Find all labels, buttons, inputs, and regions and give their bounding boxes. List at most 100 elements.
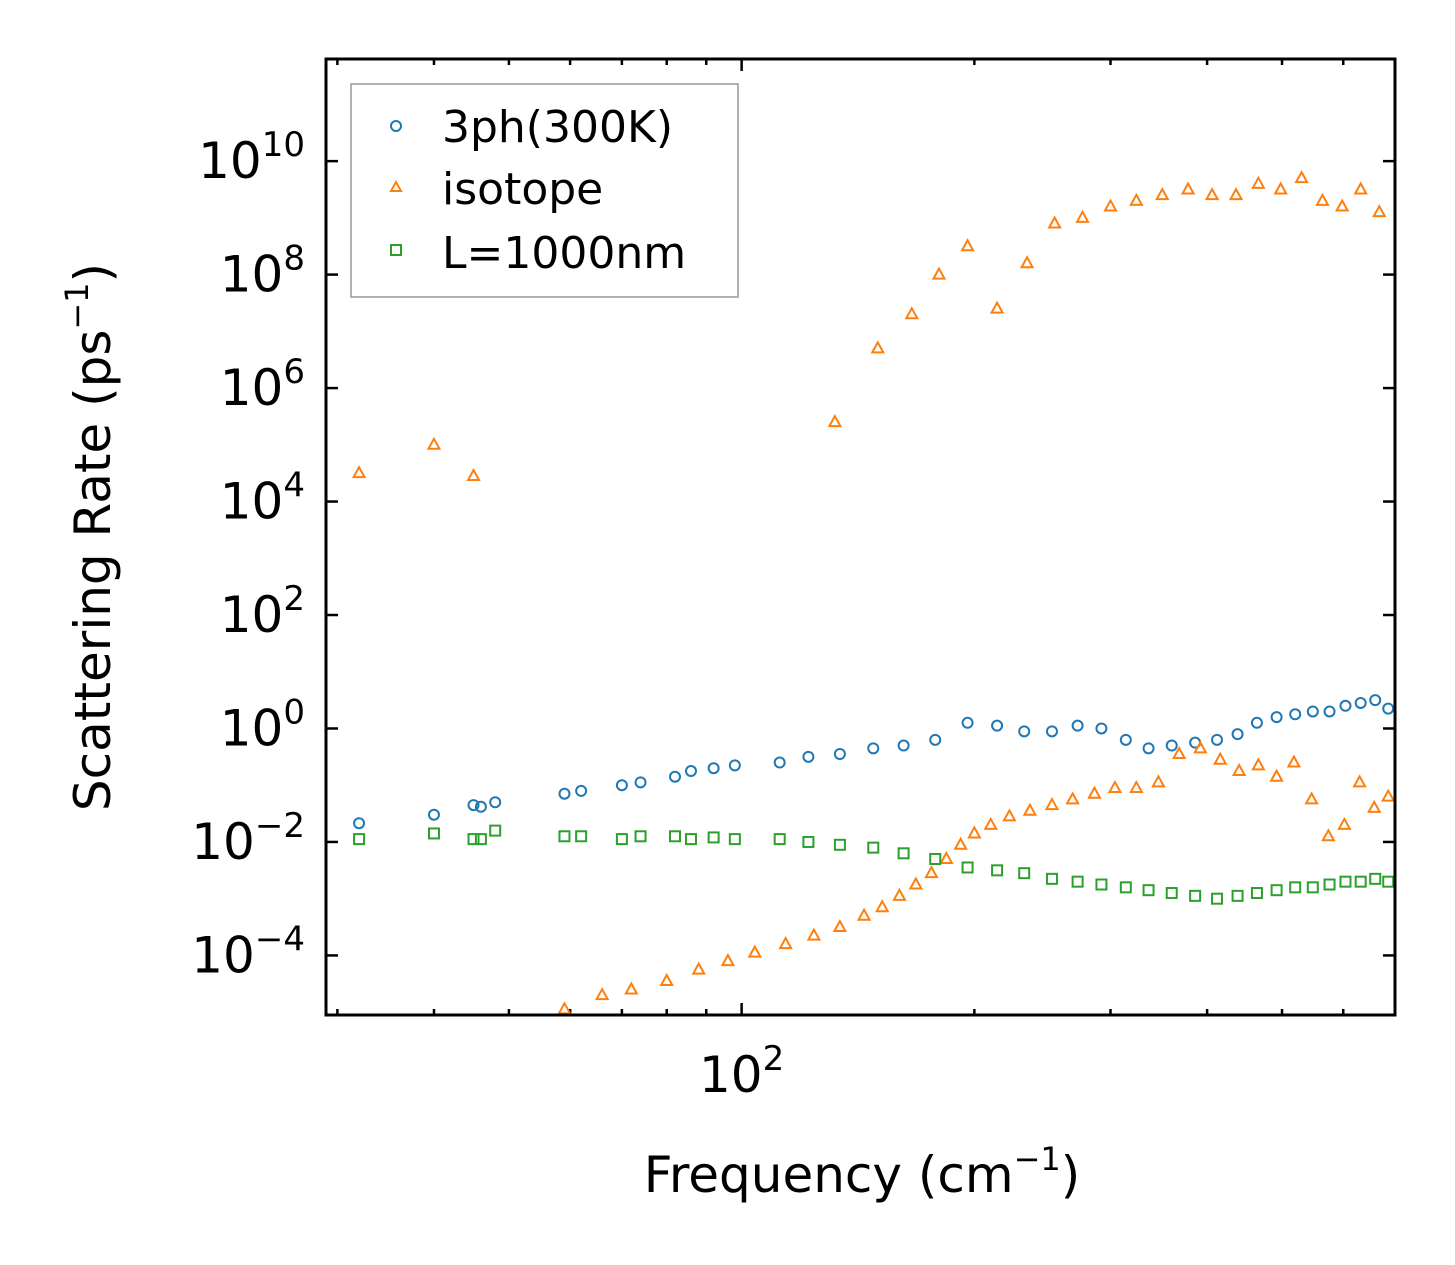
plot-frame xyxy=(324,57,1397,1017)
data-point-circle xyxy=(1323,705,1336,718)
data-point-triangle xyxy=(1151,774,1166,788)
data-point-circle xyxy=(1369,694,1382,707)
data-point-triangle xyxy=(1107,779,1123,794)
data-point-circle xyxy=(1354,696,1367,709)
data-point-triangle xyxy=(1251,175,1266,189)
data-point-circle xyxy=(1211,733,1224,746)
data-point-triangle xyxy=(426,436,442,450)
data-point-triangle xyxy=(989,300,1005,314)
data-point-circle xyxy=(1095,722,1108,735)
legend-label-l1000: L=1000nm xyxy=(442,228,686,279)
plot-area xyxy=(351,170,1396,1015)
data-point-triangle xyxy=(1204,187,1220,201)
data-point-triangle xyxy=(1294,170,1309,184)
data-point-circle xyxy=(929,733,942,746)
data-point-triangle xyxy=(778,936,793,950)
legend-entry-isotope: isotope xyxy=(389,164,603,215)
data-point-circle xyxy=(991,719,1004,732)
y-tick-label: 102 xyxy=(220,579,305,644)
data-point-triangle xyxy=(1180,181,1196,195)
data-point-square xyxy=(1189,889,1202,902)
data-point-triangle xyxy=(1321,828,1336,842)
data-point-square xyxy=(575,830,588,843)
data-point-circle xyxy=(1250,716,1263,729)
data-point-circle xyxy=(575,784,588,797)
data-point-square xyxy=(1071,875,1084,888)
data-point-triangle xyxy=(351,465,367,479)
data-point-square xyxy=(991,864,1004,877)
data-point-triangle xyxy=(967,825,982,839)
data-point-triangle xyxy=(806,927,822,941)
data-point-circle xyxy=(489,796,502,809)
data-point-circle xyxy=(634,776,647,789)
data-point-triangle xyxy=(466,467,481,482)
data-point-circle xyxy=(467,799,480,812)
data-point-circle xyxy=(802,750,815,763)
data-point-triangle xyxy=(870,340,885,354)
data-point-square xyxy=(427,827,440,840)
data-point-square xyxy=(1119,881,1132,894)
data-point-triangle xyxy=(691,961,706,975)
data-point-square xyxy=(1231,889,1244,902)
data-point-triangle xyxy=(1019,255,1035,269)
data-point-triangle xyxy=(1381,788,1396,802)
y-tick-label: 106 xyxy=(220,352,305,417)
data-point-triangle xyxy=(659,972,674,986)
data-point-triangle xyxy=(1129,192,1144,206)
data-point-square xyxy=(1323,878,1336,891)
data-point-triangle xyxy=(939,850,954,864)
data-point-triangle xyxy=(1044,797,1060,811)
data-point-triangle xyxy=(594,987,610,1001)
data-point-triangle xyxy=(1213,751,1228,765)
y-tick-label: 100 xyxy=(220,692,305,757)
data-point-triangle xyxy=(1315,192,1330,206)
data-point-circle xyxy=(1045,725,1058,738)
data-point-triangle xyxy=(1065,791,1080,805)
data-point-square xyxy=(1095,878,1108,891)
legend-label-3ph: 3ph(300K) xyxy=(442,102,673,153)
data-point-square xyxy=(615,833,628,846)
y-tick-label: 10−2 xyxy=(191,806,305,871)
legend: 3ph(300K) isotope L=1000nm xyxy=(350,83,739,298)
data-point-triangle xyxy=(892,887,907,901)
data-point-triangle xyxy=(1367,799,1382,813)
legend-entry-3ph: 3ph(300K) xyxy=(390,102,673,153)
data-point-circle xyxy=(728,759,741,772)
data-point-square xyxy=(728,833,741,846)
data-point-square xyxy=(773,833,786,846)
data-point-triangle xyxy=(904,306,919,320)
legend-box xyxy=(350,83,739,298)
data-point-circle xyxy=(961,716,974,729)
data-point-triangle xyxy=(1129,779,1144,794)
legend-marker-triangle xyxy=(389,179,403,192)
data-point-square xyxy=(1382,875,1395,888)
x-tick-label: 102 xyxy=(699,1039,784,1104)
data-point-triangle xyxy=(1103,198,1118,212)
y-tick-label: 104 xyxy=(220,466,305,531)
data-point-triangle xyxy=(931,266,947,280)
data-point-circle xyxy=(1165,739,1178,752)
data-point-square xyxy=(1369,872,1382,885)
data-point-square xyxy=(867,841,880,854)
legend-label-isotope: isotope xyxy=(442,164,603,215)
data-point-square xyxy=(1045,872,1058,885)
data-point-triangle xyxy=(875,899,890,913)
data-point-square xyxy=(1354,875,1367,888)
data-point-square xyxy=(353,833,366,846)
data-point-circle xyxy=(1071,719,1084,732)
data-point-square xyxy=(897,847,910,860)
data-point-square xyxy=(1211,892,1224,905)
data-point-square xyxy=(669,830,682,843)
legend-entry-l1000: L=1000nm xyxy=(390,228,686,279)
data-point-triangle xyxy=(1334,198,1350,212)
data-point-triangle xyxy=(720,953,736,967)
y-axis-ticks: 10−4 10−2 100 102 104 106 108 1010 xyxy=(191,125,1395,984)
legend-marker-square xyxy=(390,244,402,256)
data-point-triangle xyxy=(856,907,872,921)
data-point-triangle xyxy=(924,865,939,879)
data-point-square xyxy=(1339,875,1352,888)
series-square xyxy=(353,824,1395,905)
data-point-square xyxy=(1270,884,1283,897)
series-circle xyxy=(353,694,1395,830)
data-point-square xyxy=(558,830,571,843)
